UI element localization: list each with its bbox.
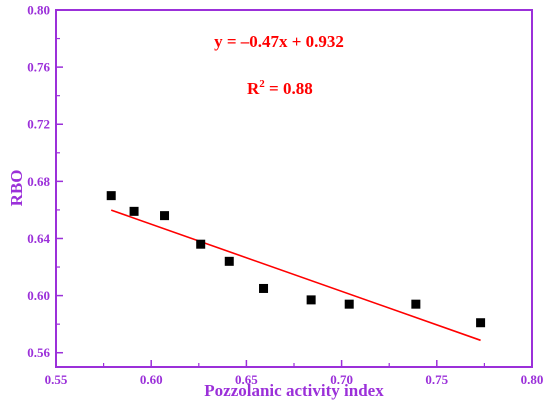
data-point [160,211,170,221]
ticks-layer: 0.55 0.60 0.65 0.70 0.75 0.80 0.56 0.60 0.64 0.68… [27,3,543,388]
y-tick-label: 0.76 [27,60,50,75]
data-point [224,256,234,266]
x-tick-label: 0.70 [330,372,353,387]
data-point [129,206,139,216]
equation-annotation: y = –0.47x + 0.932 [214,32,344,51]
x-tick-label: 0.60 [140,372,163,387]
data-points [106,191,486,328]
data-point [476,318,486,328]
data-point [411,299,421,309]
y-tick-label: 0.56 [27,345,50,360]
r-squared-annotation: R2 = 0.88 [247,78,313,98]
data-point [106,191,116,201]
y-tick-label: 0.68 [27,174,50,189]
y-axis-title: RBO [7,170,26,207]
x-tick-label: 0.75 [425,372,448,387]
r-squared-value: = 0.88 [265,79,313,98]
y-tick-label: 0.60 [27,288,50,303]
fit-line [110,209,481,342]
x-tick-label: 0.55 [45,372,68,387]
y-tick-label: 0.80 [27,3,50,18]
y-tick-label: 0.72 [27,117,50,132]
x-tick-label: 0.80 [521,372,544,387]
data-point [196,239,206,249]
r-squared-prefix: R [247,79,260,98]
data-point [259,283,269,293]
r-squared-superscript: 2 [259,78,265,90]
x-tick-label: 0.65 [235,372,258,387]
plot-frame [55,9,533,368]
y-tick-label: 0.64 [27,231,50,246]
data-point [306,295,316,305]
x-axis-title: Pozzolanic activity index [204,381,384,400]
data-point [344,299,354,309]
